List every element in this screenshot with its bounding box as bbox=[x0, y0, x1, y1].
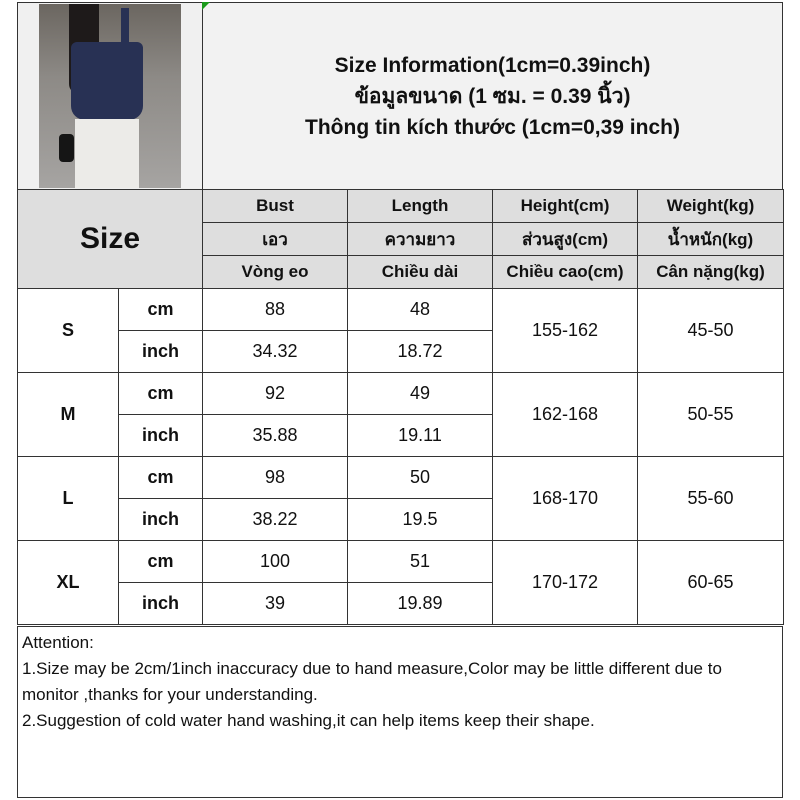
col-length-vi: Chiều dài bbox=[347, 255, 493, 289]
length-cm-cell: 49 bbox=[347, 372, 493, 415]
col-weight-vi: Cân nặng(kg) bbox=[637, 255, 784, 289]
product-photo bbox=[17, 2, 203, 190]
note-item: 1.Size may be 2cm/1inch inaccuracy due t… bbox=[22, 659, 722, 704]
size-heading: Size bbox=[17, 189, 203, 289]
inch-label-cell: inch bbox=[118, 414, 203, 457]
cm-label-cell: cm bbox=[118, 540, 203, 583]
col-length-th: ความยาว bbox=[347, 222, 493, 256]
size-cell: L bbox=[17, 456, 119, 541]
bust-cm-cell: 98 bbox=[202, 456, 348, 499]
weight-cell: 55-60 bbox=[637, 456, 784, 541]
weight-cell: 50-55 bbox=[637, 372, 784, 457]
cm-label-cell: cm bbox=[118, 372, 203, 415]
weight-cell: 60-65 bbox=[637, 540, 784, 625]
col-weight: Weight(kg) bbox=[637, 189, 784, 223]
bust-inch-cell: 35.88 bbox=[202, 414, 348, 457]
col-height-vi: Chiều cao(cm) bbox=[492, 255, 638, 289]
height-cell: 168-170 bbox=[492, 456, 638, 541]
col-bust-th: เอว bbox=[202, 222, 348, 256]
length-cm-cell: 50 bbox=[347, 456, 493, 499]
bust-inch-cell: 38.22 bbox=[202, 498, 348, 541]
cm-label-cell: cm bbox=[118, 288, 203, 331]
height-cell: 155-162 bbox=[492, 288, 638, 373]
length-inch-cell: 18.72 bbox=[347, 330, 493, 373]
inch-label-cell: inch bbox=[118, 330, 203, 373]
size-info-header: Size Information(1cm=0.39inch) ข้อมูลขนา… bbox=[202, 2, 783, 190]
cm-label-cell: cm bbox=[118, 456, 203, 499]
length-inch-cell: 19.89 bbox=[347, 582, 493, 625]
size-table: Size Bust Length Height(cm) Weight(kg) เ… bbox=[17, 189, 784, 625]
length-cm-cell: 48 bbox=[347, 288, 493, 331]
bust-inch-cell: 39 bbox=[202, 582, 348, 625]
col-bust: Bust bbox=[202, 189, 348, 223]
inch-label-cell: inch bbox=[118, 498, 203, 541]
col-length: Length bbox=[347, 189, 493, 223]
height-cell: 162-168 bbox=[492, 372, 638, 457]
table-row: inch 34.32 18.72 bbox=[18, 330, 784, 373]
notes-title: Attention: bbox=[22, 633, 94, 652]
header-title-en: Size Information(1cm=0.39inch) bbox=[334, 53, 651, 77]
table-row: inch 35.88 19.11 bbox=[18, 414, 784, 457]
bust-cm-cell: 88 bbox=[202, 288, 348, 331]
note-item: 2.Suggestion of cold water hand washing,… bbox=[22, 711, 595, 730]
col-height: Height(cm) bbox=[492, 189, 638, 223]
col-weight-th: น้ำหนัก(kg) bbox=[637, 222, 784, 256]
length-cm-cell: 51 bbox=[347, 540, 493, 583]
header-title-vi: Thông tin kích thước (1cm=0,39 inch) bbox=[305, 115, 680, 139]
bust-cm-cell: 100 bbox=[202, 540, 348, 583]
attention-notes: Attention: 1.Size may be 2cm/1inch inacc… bbox=[17, 626, 783, 798]
size-cell: XL bbox=[17, 540, 119, 625]
bust-cm-cell: 92 bbox=[202, 372, 348, 415]
corner-marker bbox=[202, 2, 210, 10]
height-cell: 170-172 bbox=[492, 540, 638, 625]
size-cell: S bbox=[17, 288, 119, 373]
col-bust-vi: Vòng eo bbox=[202, 255, 348, 289]
table-row: XL cm 100 51 170-172 60-65 bbox=[17, 540, 784, 625]
col-height-th: ส่วนสูง(cm) bbox=[492, 222, 638, 256]
bust-inch-cell: 34.32 bbox=[202, 330, 348, 373]
header-title-th: ข้อมูลขนาด (1 ซม. = 0.39 นิ้ว) bbox=[354, 84, 631, 108]
length-inch-cell: 19.5 bbox=[347, 498, 493, 541]
model-image bbox=[39, 4, 181, 188]
length-inch-cell: 19.11 bbox=[347, 414, 493, 457]
size-cell: M bbox=[17, 372, 119, 457]
table-row: inch 39 19.89 bbox=[18, 582, 784, 625]
weight-cell: 45-50 bbox=[637, 288, 784, 373]
table-row: inch 38.22 19.5 bbox=[18, 498, 784, 541]
inch-label-cell: inch bbox=[118, 582, 203, 625]
